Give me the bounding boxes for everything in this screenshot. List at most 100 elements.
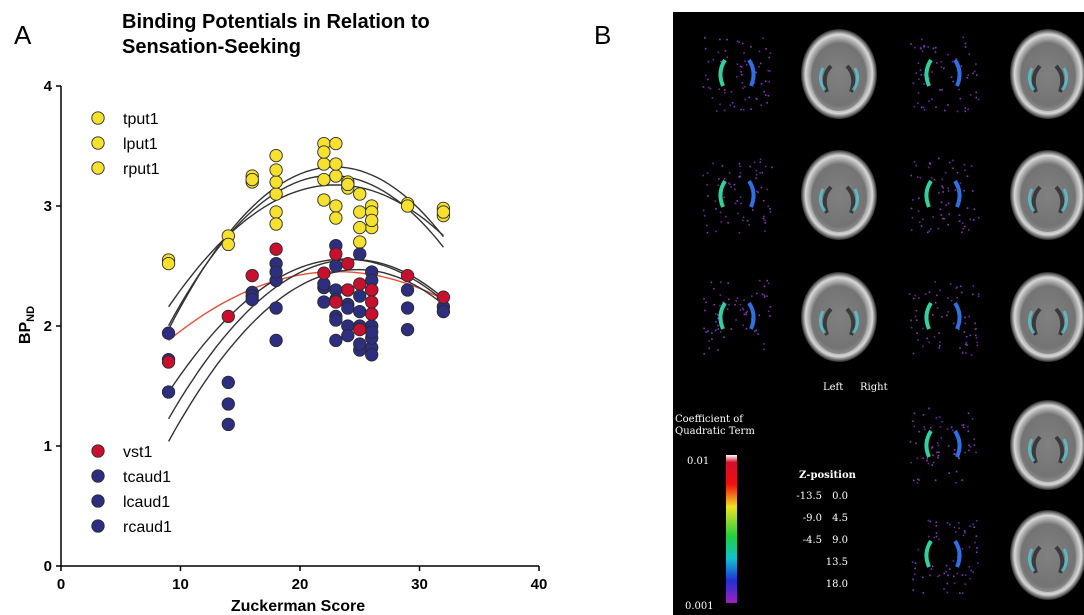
sparse-dot (934, 301, 937, 304)
sparse-dot (955, 287, 958, 289)
sparse-dot (913, 425, 916, 428)
sparse-dot (723, 196, 726, 199)
ventricles-30 (1031, 435, 1065, 464)
sparse-dot (964, 110, 967, 113)
sparse-dot (742, 108, 745, 111)
sparse-dot (967, 425, 969, 428)
sparse-dot (742, 324, 744, 327)
sparse-dot (972, 285, 975, 287)
data-point-tcaud1 (221, 397, 235, 411)
brain-tissue-2 (811, 43, 867, 111)
activation-right-2 (851, 67, 860, 91)
sparse-dot (742, 308, 745, 311)
sparse-dot (762, 217, 765, 220)
brain-mri-figure: Left Right Coefficient of Quadratic Term… (675, 29, 1084, 612)
sparse-dot (771, 166, 773, 169)
sparse-dot (720, 60, 722, 63)
sparse-dot (740, 108, 742, 111)
sparse-dot (937, 454, 940, 457)
data-point-rput1 (353, 220, 367, 235)
sparse-dot (735, 300, 738, 302)
activation-right-8 (1060, 188, 1069, 212)
z-value: 9.0 (832, 535, 848, 546)
sparse-dot (967, 108, 969, 111)
sparse-dot (908, 293, 911, 295)
sparse-dot (728, 172, 731, 174)
sparse-dot (951, 429, 954, 432)
sparse-dot (937, 192, 940, 194)
z-value: 13.5 (826, 557, 848, 568)
sparse-dot (970, 569, 973, 572)
data-point-vst1 (341, 283, 355, 297)
sparse-dot (945, 564, 948, 567)
sparse-dot (937, 227, 940, 230)
sparse-dot (964, 42, 967, 45)
sparse-dot (728, 303, 730, 306)
sparse-map-11 (908, 281, 980, 356)
sparse-dot (743, 52, 745, 54)
sparse-dot (977, 295, 980, 298)
sparse-dot (965, 352, 967, 354)
sparse-dot (758, 279, 761, 282)
x-tick-label: 40 (531, 576, 548, 593)
sparse-dot (937, 575, 939, 578)
sparse-dot (953, 453, 955, 455)
sparse-dot (958, 527, 960, 529)
sparse-dot (921, 38, 923, 41)
sparse-dot (712, 58, 715, 61)
sparse-dot (945, 204, 948, 206)
sparse-dot (943, 588, 945, 590)
sparse-dot (923, 109, 926, 111)
sparse-dot (757, 333, 759, 335)
sparse-dot (706, 184, 708, 186)
sparse-dot (943, 67, 945, 70)
sparse-dot (920, 74, 923, 76)
sparse-dot (976, 341, 979, 344)
sparse-map-7 (910, 157, 980, 234)
legend-marker-tput1 (91, 111, 105, 125)
sparse-dot (915, 164, 918, 167)
chart-legend: tput1 lput1 rput1 vst1 tcaud1 lcaud1 rcaud1 (91, 111, 172, 536)
activation-left-4 (1027, 67, 1036, 91)
sparse-dot (951, 60, 954, 63)
ventricles-10 (822, 307, 856, 336)
sparse-dot (703, 353, 705, 355)
chart-title-line2: Sensation-Seeking (122, 36, 301, 58)
z-position-values: -13.5 0.0 -9.0 4.5 -4.5 9.0 13.5 18.0 (796, 491, 848, 590)
sparse-dot (956, 572, 959, 575)
sparse-dot (717, 51, 720, 54)
sparse-dot (938, 346, 941, 349)
sparse-dot (742, 216, 745, 219)
activation-right-10 (851, 310, 860, 334)
sparse-dot (953, 449, 956, 451)
sparse-dot (953, 582, 956, 585)
sparse-activation-left (924, 539, 933, 568)
sparse-dot (765, 47, 767, 50)
sparse-dot (923, 426, 925, 428)
sparse-dot (955, 481, 957, 484)
sparse-dot (973, 438, 975, 440)
sparse-dot (730, 90, 733, 93)
chart-title-line1: Binding Potentials in Relation to (122, 11, 430, 33)
sparse-dot (748, 223, 751, 226)
sparse-dot (954, 189, 957, 191)
sparse-dot (714, 329, 717, 332)
colorbar-title-line2: Quadratic Term (675, 426, 755, 437)
sparse-activation-right (953, 179, 962, 208)
data-point-tput1 (353, 187, 367, 201)
ventricles-12 (1031, 307, 1065, 336)
sparse-dot (718, 178, 720, 180)
ventricles-31 (1031, 545, 1065, 574)
y-tick-label: 0 (44, 558, 52, 575)
data-point-vst1 (436, 290, 451, 304)
z-value: -9.0 (803, 513, 822, 524)
sparse-dot (974, 334, 977, 337)
sparse-dot (943, 217, 945, 220)
data-point-rcaud1 (245, 292, 259, 307)
fit-curves (167, 166, 444, 442)
sparse-dot (909, 440, 912, 443)
sparse-dot (956, 286, 958, 288)
brain-tissue-10 (811, 286, 867, 354)
sparse-dot (711, 97, 714, 99)
sparse-dot (946, 582, 949, 585)
